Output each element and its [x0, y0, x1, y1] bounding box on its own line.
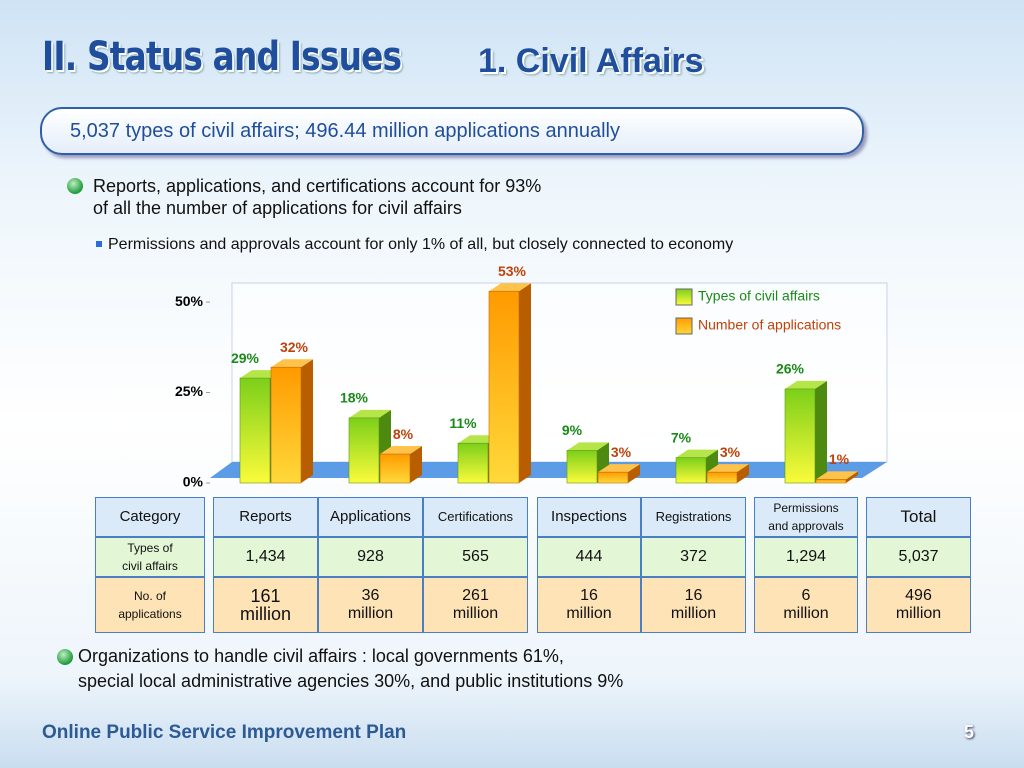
bar	[784, 388, 816, 484]
data-label: 53%	[498, 263, 527, 279]
bullet-text: Organizations to handle civil affairs : …	[78, 646, 624, 691]
y-tick-label: 50%	[175, 293, 204, 309]
bar-side	[737, 464, 749, 483]
bar	[270, 366, 302, 484]
bar	[348, 417, 380, 484]
bar	[379, 453, 411, 484]
bar	[239, 377, 271, 484]
table-header: Applications	[318, 497, 423, 537]
bar-top	[349, 409, 391, 418]
bar	[675, 457, 707, 484]
data-label: 29%	[231, 350, 260, 366]
chart: 0% 25% 50% 29% 32% 18% 8% 11% 53% 9% 3% 7% 3% 26% 1% Ty…	[175, 263, 888, 490]
table-cell: 1,294	[754, 537, 858, 577]
table-cell: 16 million	[537, 577, 641, 633]
table-cell: No. of applications	[95, 577, 205, 633]
bar-top	[380, 446, 422, 455]
bar-side	[519, 283, 531, 483]
legend-swatch	[675, 317, 693, 335]
table-cell: 565	[423, 537, 528, 577]
bar-side	[410, 446, 422, 483]
table-cell: 1,434	[213, 537, 318, 577]
table-cell: 496 million	[866, 577, 971, 633]
bullet-icon	[67, 178, 83, 194]
bar-top	[676, 449, 718, 458]
bar-side	[628, 464, 640, 483]
table-header: Reports	[213, 497, 318, 537]
data-label: 7%	[671, 429, 692, 445]
slide-title: 1. Civil Affairs	[478, 42, 704, 80]
table-header: Certifications	[423, 497, 528, 537]
table-cell: 16 million	[641, 577, 746, 633]
legend-label: Number of applications	[698, 317, 841, 333]
bar-top	[707, 464, 749, 473]
bar	[597, 471, 629, 484]
banner: 5,037 types of civil affairs; 496.44 mil…	[40, 107, 864, 155]
page-number: 5	[964, 722, 975, 742]
table-cell: 36 million	[318, 577, 423, 633]
y-tick-label: 25%	[175, 383, 204, 399]
table-cell: 444	[537, 537, 641, 577]
bullet-icon	[57, 649, 73, 665]
bar	[815, 479, 847, 484]
table-header: Total	[866, 497, 971, 537]
bar	[706, 471, 738, 484]
data-label: 32%	[280, 339, 309, 355]
table-cell: 372	[641, 537, 746, 577]
data-label: 8%	[393, 426, 414, 442]
table-header: Registrations	[641, 497, 746, 537]
bar-side	[815, 380, 827, 483]
table-header: Inspections	[537, 497, 641, 537]
bar	[488, 290, 520, 484]
section-title: II. Status and Issues	[42, 34, 402, 80]
table-cell: 5,037	[866, 537, 971, 577]
bar-top	[598, 464, 640, 473]
bar-top	[816, 471, 858, 480]
legend-label: Types of civil affairs	[698, 288, 820, 304]
data-label: 11%	[449, 415, 477, 431]
table-cell: 261 million	[423, 577, 528, 633]
bar	[457, 442, 489, 484]
data-label: 3%	[720, 444, 741, 460]
table-cell: 6 million	[754, 577, 858, 633]
bar-top	[489, 283, 531, 292]
data-label: 1%	[829, 451, 850, 467]
footer: Online Public Service Improvement Plan	[42, 722, 407, 743]
bullet-text: Reports, applications, and certification…	[93, 176, 542, 218]
data-label: 26%	[776, 361, 805, 377]
table-cell: 161 million	[213, 577, 318, 633]
data-label: 18%	[340, 390, 369, 406]
table-cell: 928	[318, 537, 423, 577]
table-cell: Types of civil affairs	[95, 537, 205, 577]
data-label: 3%	[611, 444, 632, 460]
bar-side	[846, 471, 858, 483]
banner-text: 5,037 types of civil affairs; 496.44 mil…	[70, 120, 620, 142]
legend-swatch	[675, 288, 693, 306]
bar	[566, 450, 598, 484]
y-tick-label: 0%	[183, 474, 204, 490]
bar-top	[785, 380, 827, 389]
data-label: 9%	[562, 422, 583, 438]
bar-side	[301, 359, 313, 483]
bar-top	[567, 442, 609, 451]
table-header: Category	[95, 497, 205, 537]
bar-top	[271, 359, 313, 368]
table-header: Permissions and approvals	[754, 497, 858, 537]
sub-bullet: Permissions and approvals account for on…	[96, 236, 733, 254]
